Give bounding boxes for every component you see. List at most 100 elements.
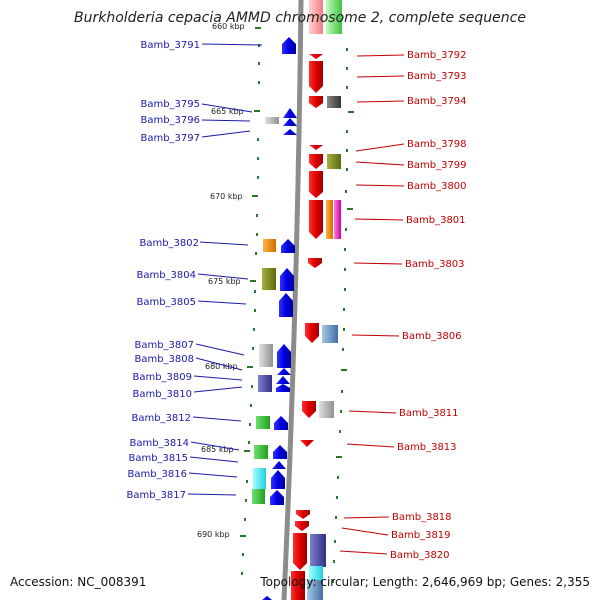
- feature-block: [253, 468, 266, 489]
- gene-fragment: [291, 571, 305, 600]
- label-bamb-3811[interactable]: Bamb_3811: [399, 408, 459, 419]
- gene-bamb-3817[interactable]: [270, 490, 284, 505]
- gene-bamb-3804[interactable]: [280, 268, 294, 291]
- gene-bamb-3791[interactable]: [282, 37, 296, 54]
- gene-fragment: [262, 596, 272, 600]
- label-connectors-right: [339, 54, 405, 555]
- label-bamb-3816[interactable]: Bamb_3816: [127, 469, 187, 480]
- feature-block: [310, 534, 326, 567]
- gene-bamb-3808[interactable]: [277, 368, 291, 375]
- label-bamb-3791[interactable]: Bamb_3791: [140, 40, 200, 51]
- feature-block: [258, 381, 272, 392]
- feature-block: [254, 445, 268, 459]
- label-bamb-3801[interactable]: Bamb_3801: [406, 215, 466, 226]
- feature-block: [327, 96, 341, 108]
- gene-bamb-3814[interactable]: [273, 445, 287, 459]
- forward-strand-genes: [252, 37, 297, 600]
- gene-bamb-3806[interactable]: [305, 323, 319, 343]
- gene-bamb-3793[interactable]: [309, 61, 323, 93]
- feature-block: [252, 489, 265, 504]
- label-bamb-3807[interactable]: Bamb_3807: [134, 340, 194, 351]
- feature-block: [309, 0, 323, 34]
- feature-block: [326, 0, 342, 34]
- label-bamb-3819[interactable]: Bamb_3819: [391, 530, 451, 541]
- chromosome-backbone: [281, 0, 304, 600]
- label-bamb-3796[interactable]: Bamb_3796: [140, 115, 200, 126]
- feature-block: [319, 401, 334, 418]
- map-title: Burkholderia cepacia AMMD chromosome 2, …: [74, 10, 526, 26]
- label-bamb-3803[interactable]: Bamb_3803: [405, 259, 465, 270]
- tick-marks-major: [240, 27, 261, 537]
- label-bamb-3812[interactable]: Bamb_3812: [131, 413, 191, 424]
- gene-bamb-3807[interactable]: [277, 344, 291, 368]
- gene-bamb-3803[interactable]: [308, 258, 322, 268]
- label-bamb-3794[interactable]: Bamb_3794: [407, 96, 467, 107]
- gene-bamb-3794[interactable]: [309, 96, 323, 108]
- label-bamb-3792[interactable]: Bamb_3792: [407, 50, 467, 61]
- gene-bamb-3810[interactable]: [276, 384, 290, 392]
- tick-label-660: 660 kbp: [212, 22, 245, 31]
- feature-block: [263, 239, 276, 252]
- tick-track-right: [332, 48, 354, 583]
- label-bamb-3814[interactable]: Bamb_3814: [129, 438, 189, 449]
- label-bamb-3798[interactable]: Bamb_3798: [407, 139, 467, 150]
- feature-block: [322, 325, 338, 343]
- gene-bamb-3818[interactable]: [296, 510, 310, 519]
- gene-bamb-3805[interactable]: [279, 293, 293, 317]
- tick-label-665: 665 kbp: [211, 107, 244, 116]
- feature-block: [259, 344, 273, 367]
- tick-label-690: 690 kbp: [197, 530, 230, 539]
- feature-block: [307, 580, 323, 600]
- feature-block: [262, 268, 276, 290]
- label-connectors-left: [187, 43, 263, 496]
- gene-bamb-3815[interactable]: [272, 461, 286, 469]
- label-bamb-3815[interactable]: Bamb_3815: [128, 453, 188, 464]
- gene-bamb-3799[interactable]: [309, 154, 323, 169]
- gene-bamb-3792[interactable]: [309, 54, 323, 59]
- tick-label-680: 680 kbp: [205, 362, 238, 371]
- label-bamb-3810[interactable]: Bamb_3810: [132, 389, 192, 400]
- gene-bamb-3796[interactable]: [283, 118, 297, 126]
- feature-block: [326, 200, 333, 239]
- tick-label-675: 675 kbp: [208, 277, 241, 286]
- gene-bamb-3797[interactable]: [283, 129, 297, 135]
- tick-label-670: 670 kbp: [210, 192, 243, 201]
- gene-bamb-3802[interactable]: [281, 239, 295, 253]
- tick-track-left: [241, 44, 260, 575]
- feature-block: [265, 117, 279, 124]
- label-bamb-3820[interactable]: Bamb_3820: [390, 550, 450, 561]
- label-bamb-3797[interactable]: Bamb_3797: [140, 133, 200, 144]
- gene-bamb-3819[interactable]: [295, 521, 309, 531]
- gene-bamb-3809[interactable]: [276, 376, 290, 384]
- feature-block: [258, 375, 272, 381]
- gene-bamb-3811[interactable]: [302, 401, 316, 418]
- label-bamb-3795[interactable]: Bamb_3795: [140, 99, 200, 110]
- label-bamb-3802[interactable]: Bamb_3802: [139, 238, 199, 249]
- label-bamb-3804[interactable]: Bamb_3804: [136, 270, 196, 281]
- gene-bamb-3800[interactable]: [309, 171, 323, 198]
- reverse-strand-genes: [291, 54, 341, 600]
- label-bamb-3808[interactable]: Bamb_3808: [134, 354, 194, 365]
- gene-bamb-3795[interactable]: [283, 108, 297, 118]
- feature-block: [327, 154, 341, 169]
- gene-bamb-3801[interactable]: [309, 200, 323, 239]
- gene-bamb-3798[interactable]: [309, 145, 323, 150]
- label-bamb-3806[interactable]: Bamb_3806: [402, 331, 462, 342]
- gene-bamb-3816[interactable]: [271, 470, 285, 489]
- label-bamb-3800[interactable]: Bamb_3800: [407, 181, 467, 192]
- label-bamb-3813[interactable]: Bamb_3813: [397, 442, 457, 453]
- gene-bamb-3813[interactable]: [300, 440, 314, 447]
- label-bamb-3799[interactable]: Bamb_3799: [407, 160, 467, 171]
- gene-bamb-3820[interactable]: [293, 533, 307, 570]
- label-bamb-3818[interactable]: Bamb_3818: [392, 512, 452, 523]
- label-bamb-3793[interactable]: Bamb_3793: [407, 71, 467, 82]
- feature-block: [256, 416, 270, 429]
- label-bamb-3809[interactable]: Bamb_3809: [132, 372, 192, 383]
- topology-text: Topology: circular; Length: 2,646,969 bp…: [259, 575, 590, 589]
- label-bamb-3805[interactable]: Bamb_3805: [136, 297, 196, 308]
- gene-bamb-3812[interactable]: [274, 416, 288, 430]
- feature-block: [334, 200, 341, 239]
- label-bamb-3817[interactable]: Bamb_3817: [126, 490, 186, 501]
